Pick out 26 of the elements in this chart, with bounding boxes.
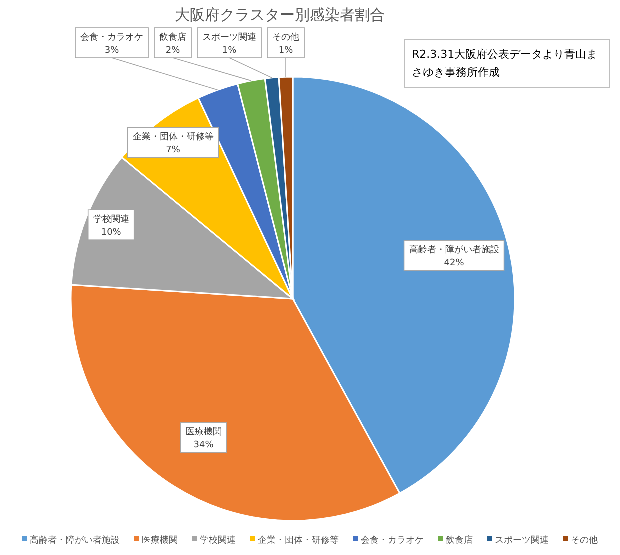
legend-label: 企業・団体・研修等: [258, 535, 339, 546]
legend-label: 飲食店: [446, 535, 473, 546]
data-label: 3%: [104, 46, 120, 56]
data-label: 2%: [166, 46, 181, 56]
legend-label: 高齢者・障がい者施設: [30, 535, 120, 546]
legend-label: 医療機関: [142, 535, 178, 546]
data-label: 42%: [444, 258, 465, 269]
slice-label: 学校関連: [93, 214, 130, 226]
slice-label: その他: [272, 32, 300, 43]
slice-label: 医療機関: [186, 426, 222, 438]
legend-label: 会食・カラオケ: [361, 535, 424, 546]
annotation: R2.3.31大阪府公表データより青山まさゆき事務所作成: [404, 40, 610, 88]
data-label: 7%: [166, 146, 181, 156]
chart-title: 大阪府クラスター別感染者割合: [175, 6, 385, 24]
slice-label: 会食・カラオケ: [80, 32, 144, 43]
slice-label: 企業・団体・研修等: [132, 132, 214, 143]
legend-label: 学校関連: [200, 535, 236, 546]
data-label: 1%: [278, 46, 294, 56]
slice-label: 飲食店: [160, 32, 187, 43]
data-label: 1%: [222, 46, 238, 56]
data-label: 10%: [101, 228, 122, 238]
slice-label: 高齢者・障がい者施設: [409, 244, 500, 256]
legend-label: その他: [571, 535, 598, 546]
data-label: 34%: [194, 440, 214, 451]
legend-label: スポーツ関連: [495, 535, 549, 546]
slice-label: スポーツ関連: [202, 32, 257, 43]
